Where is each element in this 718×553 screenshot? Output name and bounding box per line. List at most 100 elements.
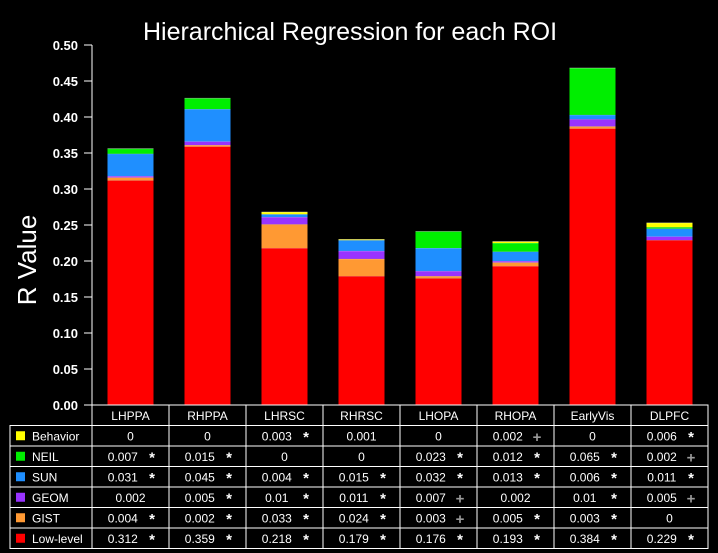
bar-segment-neil: [184, 98, 231, 110]
table-cell-value: 0.006: [570, 470, 600, 484]
bar-segment-neil: [492, 243, 539, 252]
significance-mark: *: [380, 511, 386, 528]
significance-mark: *: [611, 531, 617, 548]
significance-mark: *: [611, 511, 617, 528]
table-cell-value: 0.002: [493, 429, 523, 443]
bar-segment-sun: [338, 240, 385, 251]
significance-mark: *: [303, 490, 309, 507]
significance-mark: *: [149, 470, 155, 487]
bar-segment-sun: [415, 248, 462, 272]
bar-stack-lhopa: [415, 231, 462, 405]
table-cell-value: 0.003: [262, 429, 292, 443]
bar-stack-lhrsc: [261, 211, 308, 405]
table-cell-value: 0.193: [493, 532, 523, 546]
bar-segment-lowlevel: [492, 266, 539, 405]
significance-mark: *: [457, 531, 463, 548]
bar-segment-gist: [492, 262, 539, 267]
data-table: LHPPA RHPPA LHRSC RHRSC LHOPA RHOPA EarlyVis DL…: [9, 404, 709, 549]
table-cell-value: 0.012: [493, 450, 523, 464]
table-cell-value: 0.004: [262, 470, 292, 484]
bar-stack-earlyvis: [569, 67, 616, 405]
table-cell-value: 0.007: [416, 491, 446, 505]
trend-mark: +: [456, 511, 465, 528]
bar-segment-gist: [569, 126, 616, 129]
trend-mark: +: [687, 449, 696, 466]
significance-mark: *: [226, 490, 232, 507]
table-cell-value: 0.01: [265, 491, 289, 505]
bar-segment-gist: [261, 224, 308, 249]
table-cell-value: 0.002: [185, 511, 215, 525]
bar-segment-behavior: [338, 239, 385, 241]
legend-swatch-lowlevel: [16, 533, 25, 543]
bar-segment-gist: [415, 276, 462, 279]
bar-stack-lhppa: [107, 148, 154, 405]
bar-segment-geom: [184, 141, 231, 146]
table-cell-value: 0.015: [185, 450, 215, 464]
bar-segment-sun: [261, 214, 308, 218]
y-tick-label: 0.45: [53, 74, 78, 89]
table-cell-value: 0: [358, 450, 365, 464]
table-cell-value: 0.005: [493, 511, 523, 525]
table-cell-value: 0.065: [570, 450, 600, 464]
table-cell-value: 0.003: [570, 511, 600, 525]
bar-stack-rhppa: [184, 97, 231, 405]
y-tick-label: 0.25: [53, 218, 78, 233]
bar-segment-lowlevel: [184, 146, 231, 405]
significance-mark: *: [380, 531, 386, 548]
bar-segment-behavior: [492, 241, 539, 243]
significance-mark: *: [303, 531, 309, 548]
bar-segment-geom: [107, 176, 154, 178]
x-tick-label: LHOPA: [419, 409, 459, 423]
bar-segment-lowlevel: [569, 128, 616, 405]
legend-label: GEOM: [32, 491, 69, 505]
significance-mark: *: [303, 429, 309, 446]
x-tick-label: EarlyVis: [571, 409, 615, 423]
x-tick-label: DLPFC: [650, 409, 690, 423]
y-tick-label: 0.15: [53, 290, 78, 305]
table-cell-value: 0.033: [262, 511, 292, 525]
significance-mark: *: [303, 470, 309, 487]
bar-segment-neil: [107, 148, 154, 154]
bar-segment-lowlevel: [646, 240, 693, 405]
bar-segment-gist: [338, 258, 385, 277]
table-cell-value: 0: [281, 450, 288, 464]
bar-segment-sun: [184, 109, 231, 142]
trend-mark: +: [533, 429, 542, 446]
table-cell-value: 0.002: [500, 491, 530, 505]
bar-segment-lowlevel: [107, 180, 154, 405]
significance-mark: *: [149, 531, 155, 548]
table-cell-value: 0.013: [493, 470, 523, 484]
legend-label: SUN: [32, 470, 57, 484]
x-tick-label: RHPPA: [187, 409, 227, 423]
significance-mark: *: [149, 449, 155, 466]
y-tick-label: 0.40: [53, 110, 78, 125]
table-cell-value: 0.359: [185, 532, 215, 546]
significance-mark: *: [149, 511, 155, 528]
table-cell-value: 0.007: [108, 450, 138, 464]
y-tick-label: 0.05: [53, 362, 78, 377]
table-cell-value: 0.229: [647, 532, 677, 546]
significance-mark: *: [226, 449, 232, 466]
bar-segment-geom: [569, 119, 616, 127]
table-cell-value: 0.005: [647, 491, 677, 505]
bar-segment-geom: [646, 236, 693, 241]
table-cell-value: 0.031: [108, 470, 138, 484]
bar-segment-lowlevel: [415, 278, 462, 405]
bar-segment-geom: [492, 261, 539, 263]
legend-swatch-gist: [16, 513, 25, 523]
bar-segment-gist: [107, 177, 154, 181]
table-cell-value: 0.384: [570, 532, 600, 546]
significance-mark: *: [226, 470, 232, 487]
table-cell-value: 0: [666, 511, 673, 525]
chart-title: Hierarchical Regression for each ROI: [143, 18, 557, 46]
significance-mark: *: [226, 511, 232, 528]
bar-segment-neil: [569, 68, 616, 115]
bar-segment-sun: [107, 153, 154, 177]
significance-mark: *: [611, 449, 617, 466]
table-cell-value: 0.011: [339, 491, 368, 505]
bar-segment-geom: [415, 271, 462, 277]
significance-mark: *: [611, 490, 617, 507]
table-cell-value: 0: [204, 429, 211, 443]
y-axis-label: R Value: [12, 215, 42, 306]
